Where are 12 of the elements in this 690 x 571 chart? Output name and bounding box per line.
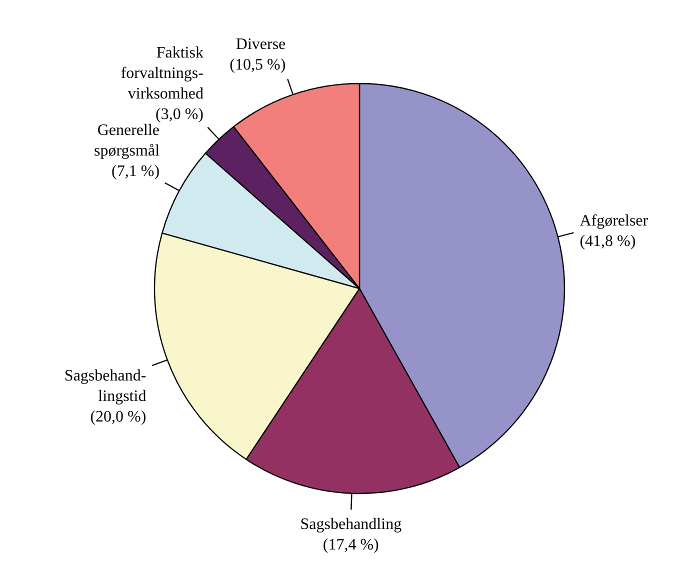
- data-label: (3,0 %): [155, 106, 204, 123]
- data-label: (41,8 %): [580, 232, 636, 250]
- slice-label: Generelle spørgsmål: [94, 122, 160, 160]
- slice-label: Faktisk forvaltnings- virksomhed: [120, 44, 204, 102]
- data-label: (10,5 %): [230, 56, 286, 74]
- slice-label: Afgørelser: [580, 212, 649, 230]
- data-label: (7,1 %): [112, 162, 160, 180]
- data-label: (17,4 %): [322, 536, 379, 554]
- slice-label: Sagsbehandling: [300, 516, 402, 533]
- slice-label: Diverse: [236, 36, 286, 53]
- data-label: (20,0 %): [90, 408, 146, 426]
- slice-label: Sagsbehand- lingstid: [64, 368, 146, 406]
